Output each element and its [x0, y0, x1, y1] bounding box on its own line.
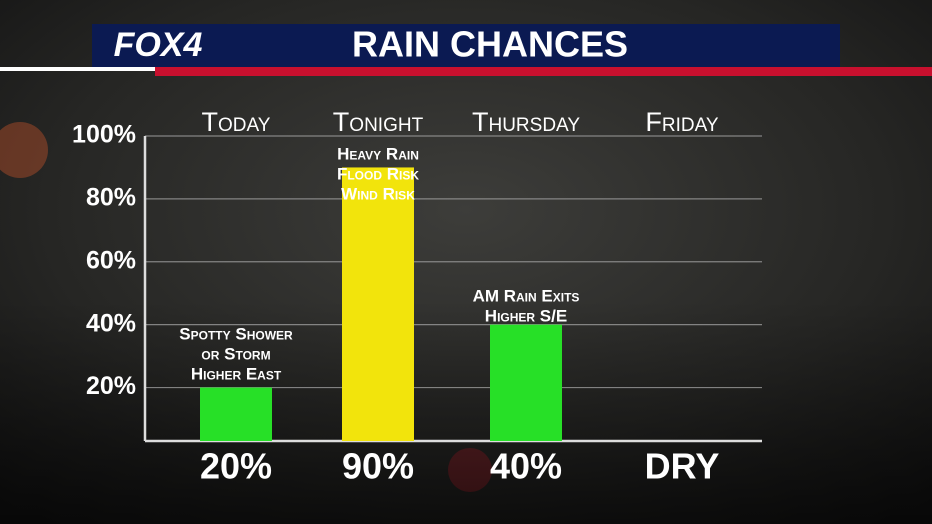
annotation: Spotty Shower	[179, 324, 293, 343]
value-label: 40%	[490, 446, 562, 487]
annotation: or Storm	[201, 344, 270, 363]
annotation: Heavy Rain	[337, 144, 419, 163]
background-shade	[0, 300, 932, 524]
annotation: Wind Risk	[341, 184, 415, 203]
annotation: Flood Risk	[337, 164, 419, 183]
x-category-label: Tonight	[333, 107, 424, 137]
annotation: Higher East	[191, 364, 282, 383]
x-category-label: Friday	[645, 107, 718, 137]
annotation: Higher S/E	[485, 306, 567, 325]
bar	[342, 167, 414, 441]
header-bar	[92, 24, 840, 68]
header-rule	[155, 67, 932, 76]
y-tick-label: 40%	[86, 309, 136, 337]
header-rule	[0, 67, 155, 71]
annotation: AM Rain Exits	[473, 286, 580, 305]
x-category-label: Thursday	[472, 107, 580, 137]
value-label: 90%	[342, 446, 414, 487]
bar	[200, 387, 272, 441]
chart-title: RAIN CHANCES	[352, 24, 628, 65]
x-category-label: Today	[202, 107, 271, 137]
bokeh	[0, 122, 48, 178]
value-label: 20%	[200, 446, 272, 487]
y-tick-label: 80%	[86, 183, 136, 211]
y-tick-label: 20%	[86, 372, 136, 400]
logo: FOX4	[114, 26, 203, 64]
y-tick-label: 100%	[72, 121, 136, 149]
bar	[490, 324, 562, 441]
y-tick-label: 60%	[86, 246, 136, 274]
value-label: DRY	[645, 446, 720, 487]
